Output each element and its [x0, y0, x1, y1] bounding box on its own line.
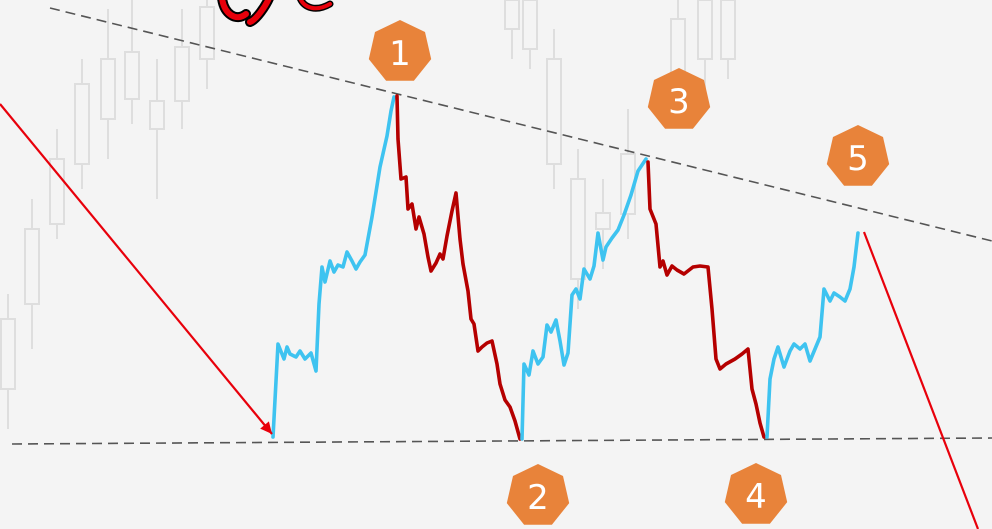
badge-label-4: 4	[745, 477, 767, 517]
series-line-3	[520, 157, 648, 441]
candle-body-16	[697, 0, 713, 60]
badge-4	[724, 463, 788, 524]
candle-body-5	[124, 51, 140, 100]
logo-mark	[217, 0, 334, 27]
candle-body-3	[74, 83, 90, 165]
candle-body-17	[720, 0, 736, 60]
candle-body-11	[546, 58, 562, 165]
arrow-breakout-drop	[862, 231, 980, 529]
candle-body-6	[149, 100, 165, 130]
trendline-lower-support	[11, 437, 992, 445]
logo-red-stroke-right-fill	[247, 0, 272, 25]
series-line-1	[271, 95, 396, 439]
price-swings	[271, 94, 860, 441]
badge-2	[506, 464, 570, 525]
badge-label-1: 1	[389, 34, 411, 74]
badge-label-5: 5	[847, 139, 869, 179]
candle-body-0	[0, 318, 16, 390]
trend-arrows	[0, 103, 980, 529]
candle-body-10	[522, 0, 538, 50]
candle-body-1	[24, 228, 40, 305]
series-line-4	[646, 160, 766, 439]
trendlines	[11, 7, 992, 445]
arrowhead-incoming-trend	[260, 421, 272, 434]
candle-body-9	[504, 0, 520, 30]
logo-red-stroke-left-fill	[219, 0, 249, 21]
background-candles	[0, 0, 736, 429]
badge-label-3: 3	[668, 82, 690, 122]
badge-5	[826, 125, 890, 186]
arrow-incoming-trend	[0, 103, 273, 435]
candle-body-7	[174, 46, 190, 102]
badge-1	[368, 20, 432, 81]
candle-body-8	[199, 6, 215, 60]
badge-label-2: 2	[527, 478, 549, 518]
candle-body-4	[100, 58, 116, 120]
pivot-badges: 1 2 3 4 5	[368, 20, 890, 525]
candle-body-12	[570, 178, 586, 280]
series-line-5	[765, 231, 860, 439]
candle-body-2	[49, 158, 65, 225]
candle-body-13	[595, 212, 611, 230]
series-line-2	[395, 94, 522, 441]
badge-3	[647, 68, 711, 129]
logo-red-stroke-small-fill	[298, 0, 332, 11]
trendline-upper-resistance	[49, 7, 992, 242]
